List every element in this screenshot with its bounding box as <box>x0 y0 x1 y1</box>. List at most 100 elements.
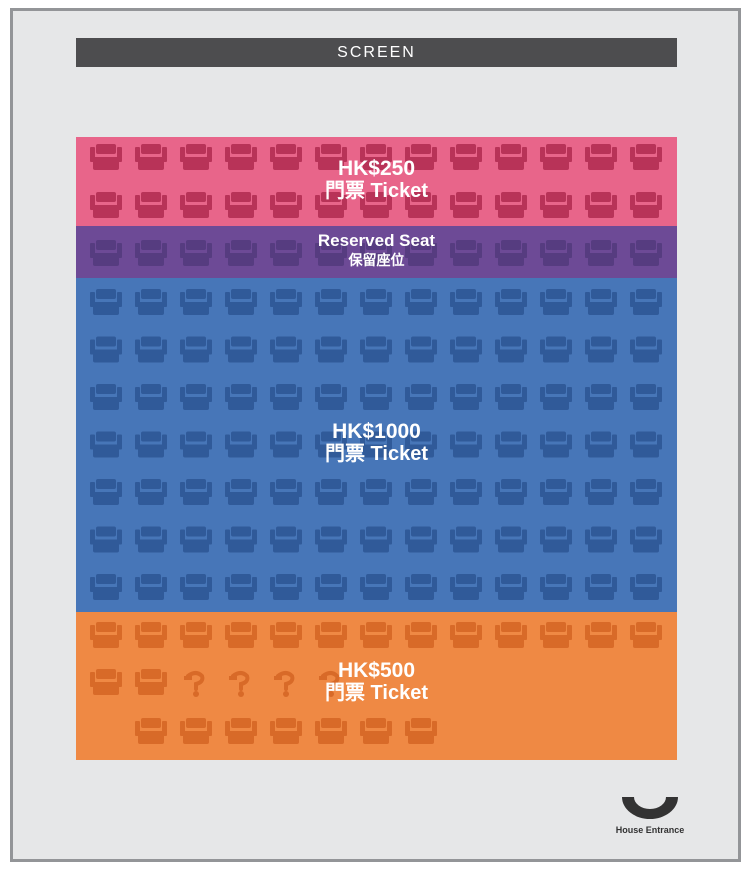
seat-hk1000[interactable] <box>225 431 257 458</box>
seat-hk1000[interactable] <box>180 574 212 600</box>
seat-hk1000[interactable] <box>315 289 347 315</box>
seat-hk1000[interactable] <box>270 289 302 315</box>
seat-hk1000[interactable] <box>270 526 302 553</box>
seat-hk1000[interactable] <box>495 479 527 505</box>
seat-hk250[interactable] <box>585 192 617 218</box>
seat-hk250[interactable] <box>135 144 167 170</box>
seat-hk1000[interactable] <box>315 336 347 363</box>
seat-hk1000[interactable] <box>630 336 662 363</box>
seat-hk250[interactable] <box>180 144 212 170</box>
seat-hk1000[interactable] <box>180 289 212 315</box>
seat-reserved[interactable] <box>540 240 572 266</box>
seat-hk1000[interactable] <box>270 384 302 410</box>
seat-hk1000[interactable] <box>225 384 257 410</box>
seat-hk1000[interactable] <box>270 336 302 363</box>
seat-hk250[interactable] <box>315 192 347 218</box>
seat-reserved[interactable] <box>180 240 212 266</box>
seat-hk250[interactable] <box>495 192 527 218</box>
seat-hk1000[interactable] <box>495 384 527 410</box>
seat-hk500[interactable] <box>180 718 212 744</box>
seat-hk1000[interactable] <box>540 431 572 458</box>
seat-hk1000[interactable] <box>495 336 527 363</box>
seat-hk250[interactable] <box>495 144 527 170</box>
wheelchair-space-icon[interactable] <box>184 671 205 697</box>
seat-hk500[interactable] <box>405 718 437 744</box>
seat-hk500[interactable] <box>225 622 257 648</box>
seat-hk500[interactable] <box>315 622 347 648</box>
seat-hk1000[interactable] <box>630 289 662 315</box>
seat-hk500[interactable] <box>135 622 167 648</box>
seat-hk1000[interactable] <box>495 574 527 600</box>
seat-hk1000[interactable] <box>270 574 302 600</box>
seat-hk1000[interactable] <box>450 336 482 363</box>
seat-hk1000[interactable] <box>360 336 392 363</box>
seat-hk250[interactable] <box>540 192 572 218</box>
seat-hk1000[interactable] <box>585 479 617 505</box>
seat-hk1000[interactable] <box>360 289 392 315</box>
seat-hk500[interactable] <box>540 622 572 648</box>
seat-hk1000[interactable] <box>540 526 572 553</box>
seat-reserved[interactable] <box>450 240 482 266</box>
seat-hk1000[interactable] <box>495 289 527 315</box>
seat-hk1000[interactable] <box>405 431 437 458</box>
seat-hk250[interactable] <box>225 144 257 170</box>
seat-hk1000[interactable] <box>135 431 167 458</box>
seat-hk1000[interactable] <box>585 336 617 363</box>
seat-hk1000[interactable] <box>450 289 482 315</box>
seat-hk1000[interactable] <box>225 289 257 315</box>
seat-hk1000[interactable] <box>450 479 482 505</box>
seat-hk1000[interactable] <box>135 479 167 505</box>
seat-hk250[interactable] <box>450 192 482 218</box>
seat-reserved[interactable] <box>585 240 617 266</box>
seat-hk1000[interactable] <box>225 336 257 363</box>
seat-hk500[interactable] <box>585 622 617 648</box>
seat-reserved[interactable] <box>360 240 392 266</box>
seat-hk1000[interactable] <box>90 431 122 458</box>
seat-hk1000[interactable] <box>180 526 212 553</box>
seat-hk250[interactable] <box>360 144 392 170</box>
seat-hk1000[interactable] <box>450 526 482 553</box>
seat-hk1000[interactable] <box>135 526 167 553</box>
seat-hk1000[interactable] <box>630 479 662 505</box>
seat-hk1000[interactable] <box>90 526 122 553</box>
seat-hk500[interactable] <box>90 669 122 695</box>
seat-hk250[interactable] <box>270 192 302 218</box>
seat-hk1000[interactable] <box>630 526 662 553</box>
seat-hk1000[interactable] <box>360 431 392 458</box>
seat-hk1000[interactable] <box>135 384 167 410</box>
seat-hk1000[interactable] <box>270 431 302 458</box>
seat-hk1000[interactable] <box>90 289 122 315</box>
seat-hk500[interactable] <box>495 622 527 648</box>
seat-hk250[interactable] <box>225 192 257 218</box>
seat-hk250[interactable] <box>180 192 212 218</box>
seat-hk250[interactable] <box>630 192 662 218</box>
seat-hk1000[interactable] <box>180 431 212 458</box>
seat-hk1000[interactable] <box>405 336 437 363</box>
seat-hk250[interactable] <box>405 192 437 218</box>
seat-hk1000[interactable] <box>495 431 527 458</box>
seat-hk500[interactable] <box>135 718 167 744</box>
seat-hk250[interactable] <box>270 144 302 170</box>
seat-hk1000[interactable] <box>180 479 212 505</box>
seat-hk1000[interactable] <box>405 289 437 315</box>
seat-hk1000[interactable] <box>630 384 662 410</box>
seat-hk1000[interactable] <box>180 336 212 363</box>
seat-hk1000[interactable] <box>360 384 392 410</box>
seat-hk500[interactable] <box>450 622 482 648</box>
seat-hk1000[interactable] <box>630 574 662 600</box>
seat-hk1000[interactable] <box>315 574 347 600</box>
seat-hk1000[interactable] <box>630 431 662 458</box>
seat-hk1000[interactable] <box>225 574 257 600</box>
seat-hk1000[interactable] <box>90 336 122 363</box>
wheelchair-space-icon[interactable] <box>274 671 295 697</box>
seat-hk500[interactable] <box>405 622 437 648</box>
seat-hk1000[interactable] <box>315 479 347 505</box>
seat-hk1000[interactable] <box>540 289 572 315</box>
seat-hk500[interactable] <box>90 622 122 648</box>
seat-reserved[interactable] <box>405 240 437 266</box>
seat-hk1000[interactable] <box>90 574 122 600</box>
seat-hk250[interactable] <box>630 144 662 170</box>
seat-hk1000[interactable] <box>405 574 437 600</box>
seat-reserved[interactable] <box>135 240 167 266</box>
seat-hk1000[interactable] <box>585 574 617 600</box>
